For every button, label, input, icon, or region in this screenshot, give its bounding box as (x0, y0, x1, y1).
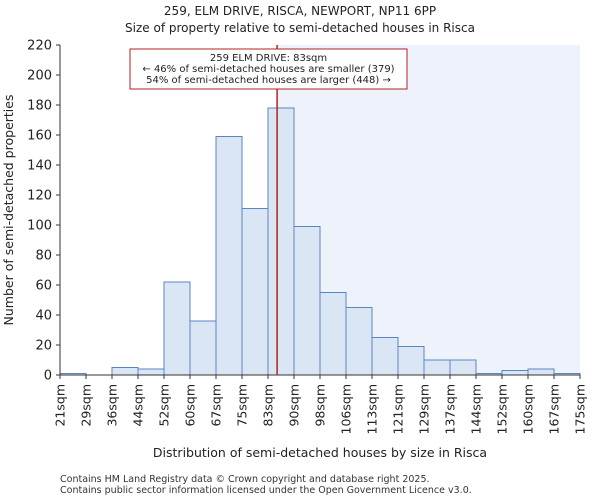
bar-75sqm (241, 208, 269, 376)
x-tick-label: 175sqm (573, 384, 588, 434)
bar-152sqm (501, 370, 529, 376)
bar-113sqm (371, 337, 399, 376)
annotation-larger: 54% of semi-detached houses are larger (… (146, 75, 391, 86)
bar-98sqm (319, 292, 347, 376)
x-tick-label: 152sqm (495, 384, 510, 434)
footer-copyright: Contains HM Land Registry data © Crown c… (60, 474, 430, 485)
bar-60sqm (189, 320, 217, 376)
y-tick-label: 180 (27, 99, 52, 114)
y-tick-label: 140 (27, 159, 52, 174)
annotation-title: 259 ELM DRIVE: 83sqm (210, 53, 327, 64)
y-tick-label: 200 (27, 69, 52, 84)
y-tick-label: 20 (35, 339, 52, 354)
y-tick-label: 40 (35, 309, 52, 324)
y-tick-label: 100 (27, 219, 52, 234)
y-tick-label: 120 (27, 189, 52, 204)
y-tick-label: 220 (27, 39, 52, 54)
x-tick-label: 90sqm (287, 384, 302, 427)
y-tick-label: 0 (44, 369, 52, 384)
x-tick-label: 83sqm (261, 384, 276, 427)
x-tick-label: 167sqm (547, 384, 562, 434)
x-tick-label: 137sqm (443, 384, 458, 434)
bar-137sqm (449, 359, 477, 376)
x-tick-label: 121sqm (391, 384, 406, 434)
bar-106sqm (345, 307, 373, 376)
chart-title: 259, ELM DRIVE, RISCA, NEWPORT, NP11 6PP (163, 4, 437, 18)
y-axis-label: Number of semi-detached properties (1, 95, 16, 326)
y-tick-label: 80 (35, 249, 52, 264)
footer-licence: Contains public sector information licen… (60, 485, 472, 496)
x-tick-label: 21sqm (53, 384, 68, 427)
bar-44sqm (137, 368, 165, 376)
x-tick-label: 98sqm (313, 384, 328, 427)
x-tick-label: 29sqm (79, 384, 94, 427)
x-tick-label: 60sqm (183, 384, 198, 427)
annotation-smaller: ← 46% of semi-detached houses are smalle… (142, 64, 394, 75)
x-tick-label: 67sqm (209, 384, 224, 427)
x-tick-label: 52sqm (157, 384, 172, 427)
bar-36sqm (111, 367, 139, 376)
x-tick-label: 144sqm (469, 384, 484, 434)
x-tick-label: 129sqm (417, 384, 432, 434)
bar-160sqm (527, 368, 555, 376)
x-tick-label: 106sqm (339, 384, 354, 434)
bar-121sqm (397, 346, 425, 376)
x-tick-label: 36sqm (105, 384, 120, 427)
y-tick-label: 60 (35, 279, 52, 294)
annotation-box (129, 48, 408, 90)
y-tick-label: 160 (27, 129, 52, 144)
bar-67sqm (215, 136, 243, 376)
bar-52sqm (163, 281, 191, 376)
x-tick-label: 75sqm (235, 384, 250, 427)
bar-90sqm (293, 226, 321, 376)
bar-129sqm (423, 359, 451, 376)
x-tick-label: 44sqm (131, 384, 146, 427)
x-tick-label: 160sqm (521, 384, 536, 434)
x-tick-label: 113sqm (365, 384, 380, 434)
bar-83sqm (267, 107, 295, 376)
chart-subtitle: Size of property relative to semi-detach… (125, 21, 475, 35)
x-axis-label: Distribution of semi-detached houses by … (153, 445, 487, 460)
